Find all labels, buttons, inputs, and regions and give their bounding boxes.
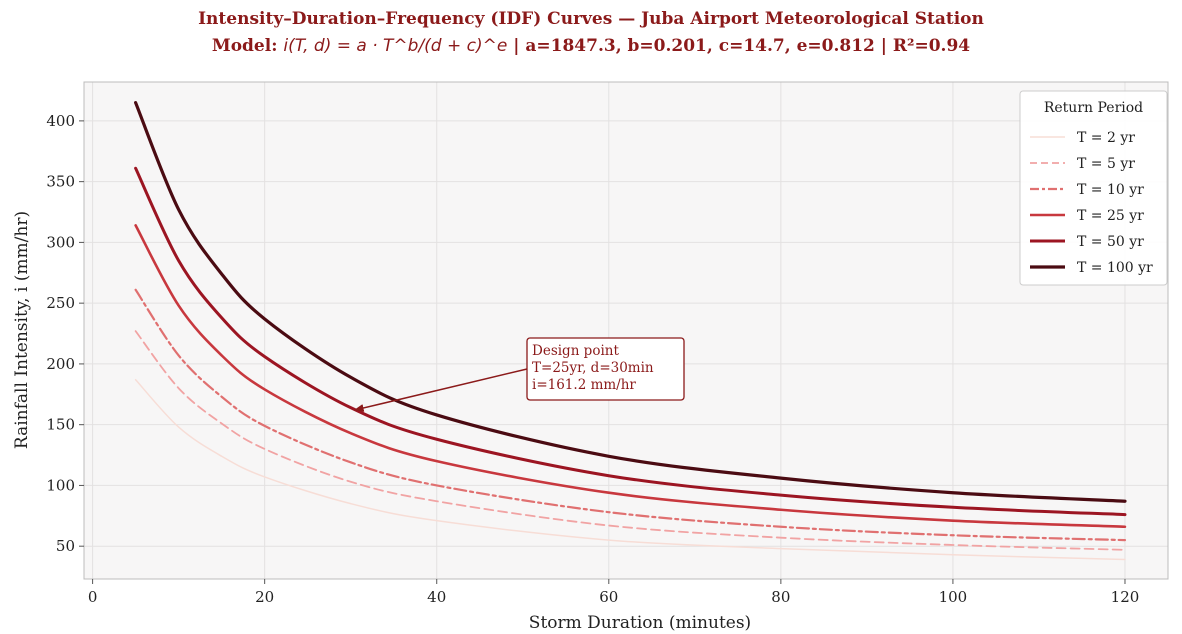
grid (84, 82, 1168, 579)
x-tick-label: 20 (255, 588, 274, 606)
legend-title: Return Period (1044, 100, 1143, 116)
x-tick-label: 120 (1111, 588, 1140, 606)
subtitle-equation: i(T, d) = a · T^b/(d + c)^e (283, 36, 508, 56)
subtitle-prefix: Model: (211, 36, 278, 56)
y-tick-label: 350 (46, 173, 75, 191)
series-line-2 (134, 330, 1126, 551)
legend: Return Period T = 2 yr T = 5 yr T = 10 yr T … (1019, 90, 1168, 286)
chart-title: Intensity–Duration–Frequency (IDF) Curve… (198, 9, 984, 29)
annotation-line-1: Design point (532, 343, 619, 359)
annotation-line-2: T=25yr, d=30min (532, 360, 654, 376)
y-tick-label: 400 (46, 112, 75, 130)
y-tick-label: 150 (46, 416, 75, 434)
plot-area (84, 82, 1168, 579)
subtitle-params: | a=1847.3, b=0.201, c=14.7, e=0.812 | R… (513, 36, 971, 56)
legend-label: T = 5 yr (1077, 156, 1135, 172)
y-axis-label: Rainfall Intensity, i (mm/hr) (12, 211, 32, 449)
legend-label: T = 10 yr (1077, 182, 1144, 198)
series-line-3 (134, 288, 1127, 542)
series-lines (134, 101, 1127, 561)
y-tick-label: 200 (46, 355, 75, 373)
annotation-arrow (353, 368, 528, 412)
y-tick-label: 100 (46, 476, 75, 494)
legend-label: T = 100 yr (1077, 260, 1153, 276)
plot-frame (83, 81, 1169, 580)
series-line-4 (134, 224, 1127, 529)
y-tick-label: 300 (46, 233, 75, 251)
x-tick-label: 60 (599, 588, 618, 606)
y-tick-label: 250 (46, 294, 75, 312)
series-line-5 (134, 166, 1127, 517)
legend-box (1019, 90, 1168, 286)
chart-subtitle: Model: i(T, d) = a · T^b/(d + c)^e | a=1… (0, 36, 1182, 56)
axis-ticks: 0 20 40 60 80 100 120 50 100 150 200 250 300 350 400 (46, 112, 1139, 606)
legend-label: T = 2 yr (1077, 130, 1135, 146)
x-tick-label: 80 (771, 588, 790, 606)
series-line-6 (134, 101, 1127, 503)
legend-label: T = 50 yr (1077, 234, 1144, 250)
y-tick-label: 50 (56, 537, 75, 555)
annotation-line-3: i=161.2 mm/hr (532, 377, 636, 393)
legend-label: T = 25 yr (1077, 208, 1144, 224)
x-axis-label: Storm Duration (minutes) (529, 613, 751, 633)
x-tick-label: 100 (939, 588, 968, 606)
x-tick-label: 40 (427, 588, 446, 606)
x-tick-label: 0 (88, 588, 98, 606)
series-line-1 (134, 378, 1126, 561)
